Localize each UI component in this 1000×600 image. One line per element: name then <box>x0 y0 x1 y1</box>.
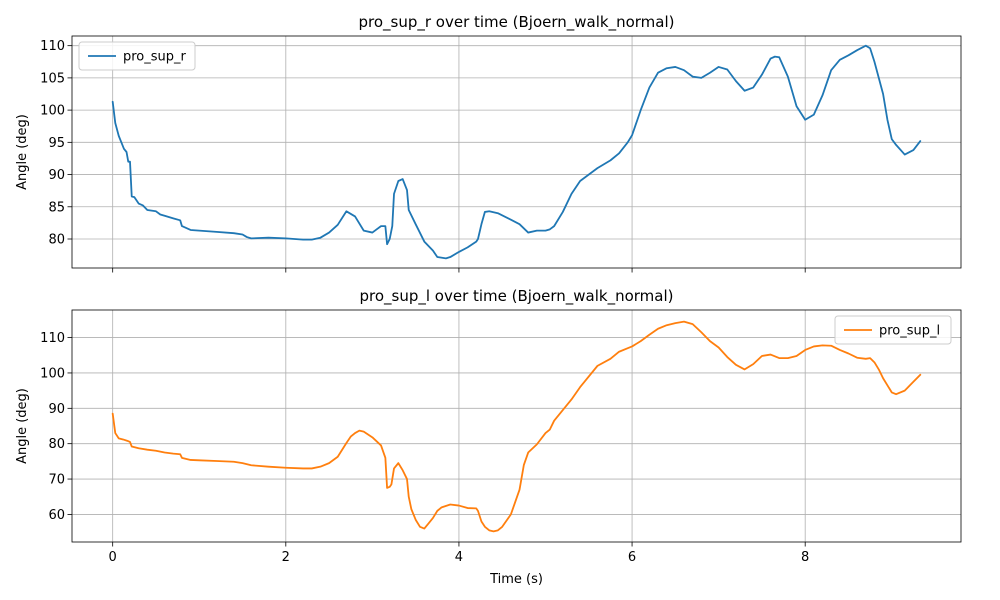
legend-box <box>834 315 952 345</box>
series-line-pro_sup_r <box>111 44 922 260</box>
top-y-axis-label: Angle (deg) <box>15 114 30 190</box>
bottom-x-axis-label: Time (s) <box>489 572 543 587</box>
y-tick-label: 80 <box>48 437 65 452</box>
y-tick-label: 90 <box>48 168 65 183</box>
y-tick-label: 80 <box>48 233 65 248</box>
x-tick-label: 2 <box>282 550 290 565</box>
bottom-chart-title: pro_sup_l over time (Bjoern_walk_normal) <box>359 287 673 306</box>
x-tick-label: 8 <box>801 550 809 565</box>
bottom-y-axis-label: Angle (deg) <box>15 388 30 464</box>
legend: pro_sup_l <box>834 315 952 345</box>
plot-frame <box>71 309 962 543</box>
plot-bottom-pro-sup-l: pro_sup_l over time (Bjoern_walk_normal)… <box>15 287 962 587</box>
y-tick-label: 95 <box>48 136 65 151</box>
legend: pro_sup_r <box>78 41 196 71</box>
legend-box <box>78 41 196 71</box>
y-tick-label: 105 <box>40 71 65 86</box>
legend-label: pro_sup_l <box>879 324 940 339</box>
legend-label: pro_sup_r <box>123 50 187 65</box>
x-tick-label: 4 <box>455 550 463 565</box>
y-tick-label: 110 <box>40 39 65 54</box>
grid-lines <box>72 36 961 268</box>
x-tick-label: 6 <box>628 550 636 565</box>
y-tick-label: 70 <box>48 473 65 488</box>
series-line-pro_sup_l <box>111 320 922 533</box>
y-tick-label: 100 <box>40 366 65 381</box>
top-chart-title: pro_sup_r over time (Bjoern_walk_normal) <box>358 13 674 32</box>
y-tick-label: 90 <box>48 402 65 417</box>
x-tick-label: 0 <box>109 550 117 565</box>
grid-lines <box>72 310 961 542</box>
y-tick-label: 110 <box>40 331 65 346</box>
y-tick-label: 100 <box>40 104 65 119</box>
plot-frame <box>71 35 962 269</box>
y-tick-label: 60 <box>48 508 65 523</box>
y-tick-label: 85 <box>48 200 65 215</box>
plot-top-pro-sup-r: pro_sup_r over time (Bjoern_walk_normal)… <box>15 13 962 273</box>
